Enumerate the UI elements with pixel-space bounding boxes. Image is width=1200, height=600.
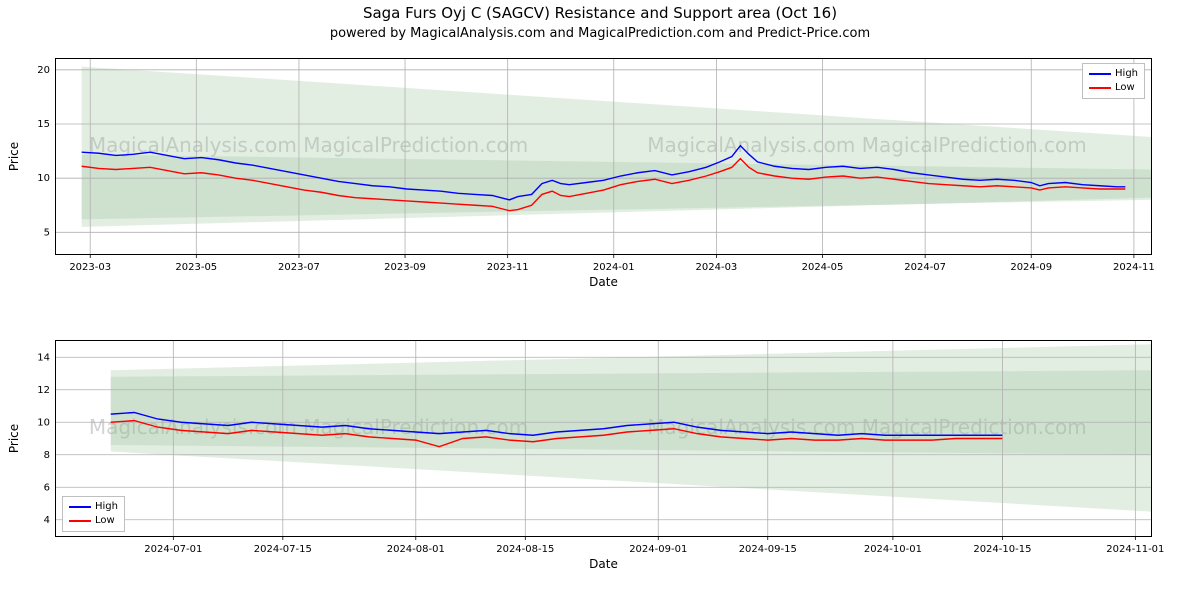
x-tick-label: 2024-09-01 [629, 544, 687, 555]
x-tick-label: 2023-07 [278, 262, 320, 273]
y-tick-label: 15 [37, 119, 50, 130]
x-tick-label: 2024-01 [593, 262, 635, 273]
x-tick-label: 2024-11-01 [1106, 544, 1164, 555]
x-tick-label: 2023-03 [69, 262, 111, 273]
y-axis-label: Price [7, 142, 21, 171]
figure-titles: Saga Furs Oyj C (SAGCV) Resistance and S… [0, 4, 1200, 41]
chart-legend: HighLow [62, 496, 125, 532]
y-tick-label: 10 [37, 417, 50, 428]
legend-item: Low [69, 514, 118, 528]
top-chart-svg: 51015202023-032023-052023-072023-092023-… [56, 59, 1151, 254]
legend-label: High [1115, 67, 1138, 81]
figure: Saga Furs Oyj C (SAGCV) Resistance and S… [0, 0, 1200, 600]
y-tick-label: 6 [44, 482, 50, 493]
x-tick-label: 2024-07 [904, 262, 946, 273]
x-tick-label: 2024-07-15 [254, 544, 312, 555]
y-tick-label: 8 [44, 450, 50, 461]
legend-swatch [69, 520, 91, 522]
x-tick-label: 2024-09-15 [739, 544, 797, 555]
chart-subtitle: powered by MagicalAnalysis.com and Magic… [0, 26, 1200, 41]
x-axis-label: Date [589, 275, 618, 289]
x-tick-label: 2024-11 [1113, 262, 1155, 273]
y-tick-label: 14 [37, 352, 50, 363]
x-tick-label: 2023-11 [487, 262, 529, 273]
y-tick-label: 10 [37, 173, 50, 184]
y-tick-label: 20 [37, 65, 50, 76]
x-tick-label: 2024-10-15 [973, 544, 1031, 555]
legend-label: Low [95, 514, 115, 528]
y-tick-label: 5 [44, 227, 50, 238]
chart-legend: HighLow [1082, 63, 1145, 99]
legend-swatch [69, 506, 91, 508]
legend-label: Low [1115, 81, 1135, 95]
legend-label: High [95, 500, 118, 514]
y-tick-label: 4 [44, 515, 50, 526]
legend-swatch [1089, 87, 1111, 89]
x-tick-label: 2023-09 [384, 262, 426, 273]
x-tick-label: 2024-09 [1010, 262, 1052, 273]
bottom-chart-panel: MagicalAnalysis.com MagicalPrediction.co… [55, 340, 1152, 537]
legend-item: High [1089, 67, 1138, 81]
x-tick-label: 2024-10-01 [864, 544, 922, 555]
x-tick-label: 2024-08-15 [496, 544, 554, 555]
x-tick-label: 2024-08-01 [387, 544, 445, 555]
y-tick-label: 12 [37, 385, 50, 396]
x-tick-label: 2024-05 [802, 262, 844, 273]
x-axis-label: Date [589, 557, 618, 571]
bottom-chart-svg: 4681012142024-07-012024-07-152024-08-012… [56, 341, 1151, 536]
chart-title: Saga Furs Oyj C (SAGCV) Resistance and S… [0, 4, 1200, 22]
legend-swatch [1089, 73, 1111, 75]
top-chart-panel: MagicalAnalysis.com MagicalPrediction.co… [55, 58, 1152, 255]
x-tick-label: 2024-07-01 [144, 544, 202, 555]
x-tick-label: 2023-05 [175, 262, 217, 273]
legend-item: High [69, 500, 118, 514]
y-axis-label: Price [7, 424, 21, 453]
x-tick-label: 2024-03 [696, 262, 738, 273]
support-resistance-zone [111, 370, 1151, 455]
legend-item: Low [1089, 81, 1138, 95]
